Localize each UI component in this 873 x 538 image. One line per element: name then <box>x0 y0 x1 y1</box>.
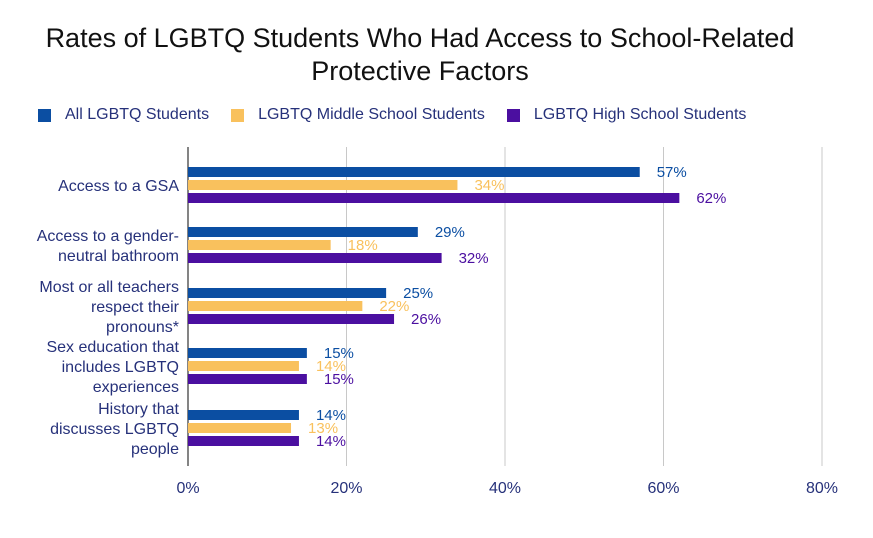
legend-label-all: All LGBTQ Students <box>65 106 210 123</box>
chart-title: Rates of LGBTQ Students Who Had Access t… <box>45 23 795 86</box>
bar <box>188 288 387 298</box>
bar <box>188 361 299 371</box>
category-label: neutral bathroom <box>58 248 179 265</box>
legend: All LGBTQ Students LGBTQ Middle School S… <box>38 106 746 124</box>
bar <box>188 314 395 324</box>
legend-item-middle: LGBTQ Middle School Students <box>231 106 485 124</box>
bar <box>188 423 292 433</box>
data-label: 15% <box>324 371 354 388</box>
x-tick-label: 60% <box>647 480 679 497</box>
data-label: 14% <box>316 407 346 424</box>
data-label: 15% <box>324 345 354 362</box>
x-tick-label: 40% <box>489 480 521 497</box>
data-label: 18% <box>348 237 378 254</box>
bar <box>188 374 307 384</box>
category-label: pronouns* <box>106 319 179 336</box>
bar <box>188 253 442 263</box>
data-label: 22% <box>379 298 409 315</box>
category-label: discusses LGBTQ <box>50 421 179 438</box>
data-label: 34% <box>474 177 504 194</box>
data-label: 14% <box>316 358 346 375</box>
legend-item-all: All LGBTQ Students <box>38 106 209 124</box>
category-label: Most or all teachers <box>39 279 179 296</box>
bar <box>188 193 680 203</box>
category-label: includes LGBTQ <box>62 359 179 376</box>
x-tick-label: 0% <box>176 480 199 497</box>
category-label: people <box>131 441 179 458</box>
x-tick-label: 80% <box>806 480 838 497</box>
bar <box>188 348 307 358</box>
data-label: 26% <box>411 311 441 328</box>
legend-swatch-all <box>38 108 51 122</box>
category-label: History that <box>98 401 179 418</box>
data-label: 25% <box>403 285 433 302</box>
x-tick-label: 20% <box>330 480 362 497</box>
bar <box>188 240 331 250</box>
data-label: 62% <box>696 190 726 207</box>
bar <box>188 180 458 190</box>
bar <box>188 167 640 177</box>
data-label: 57% <box>657 164 687 181</box>
bar <box>188 410 299 420</box>
category-label: Access to a GSA <box>58 178 179 195</box>
category-label: Access to a gender- <box>37 228 179 245</box>
data-label: 29% <box>435 224 465 241</box>
category-label: experiences <box>93 379 179 396</box>
data-label: 13% <box>308 420 338 437</box>
legend-label-middle: LGBTQ Middle School Students <box>258 106 485 123</box>
bar <box>188 301 363 311</box>
legend-swatch-high <box>506 108 520 122</box>
category-label: Sex education that <box>46 339 179 356</box>
bar <box>188 227 418 237</box>
category-label: respect their <box>91 299 180 316</box>
data-label: 32% <box>459 250 489 267</box>
bar <box>188 436 299 446</box>
data-label: 14% <box>316 433 346 450</box>
legend-swatch-middle <box>231 108 245 122</box>
legend-item-high: LGBTQ High School Students <box>506 106 747 124</box>
legend-label-high: LGBTQ High School Students <box>533 106 747 123</box>
